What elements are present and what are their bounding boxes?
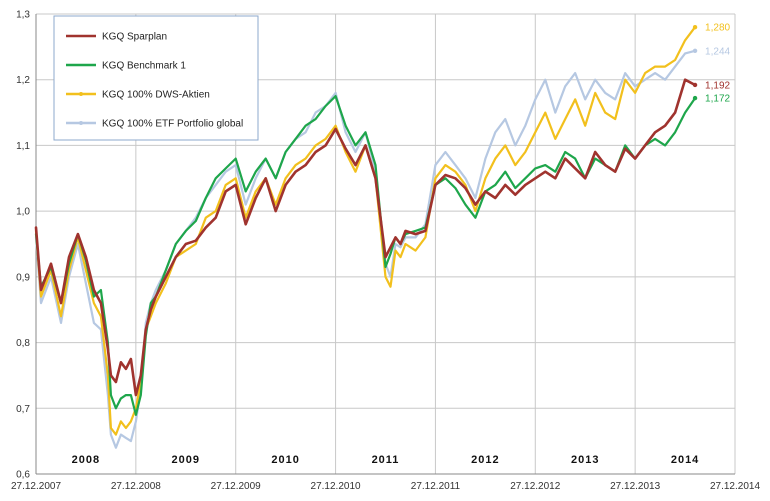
x-tick-label: 27.12.2010 [311, 481, 361, 492]
end-label-1: 1,192 [705, 80, 730, 91]
legend-label-2: KGQ Benchmark 1 [102, 61, 186, 72]
y-tick-label: 0,8 [16, 338, 30, 349]
year-labels: 2008 2009 2010 2011 2012 2013 2014 [72, 454, 699, 466]
y-tick-labels: 0,6 0,7 0,8 0,9 1,0 1,1 1,2 1,3 [16, 10, 30, 481]
x-tick-labels: 27.12.2007 27.12.2008 27.12.2009 27.12.2010… [11, 481, 760, 492]
y-tick-label: 1,3 [16, 10, 30, 21]
legend: KGQ Sparplan KGQ Benchmark 1 KGQ 100% DWS-… [53, 15, 259, 141]
x-tick-label: 27.12.2012 [510, 481, 560, 492]
x-tick-label: 27.12.2009 [211, 481, 261, 492]
y-tick-label: 0,9 [16, 272, 30, 283]
end-label-4: 1,244 [705, 46, 730, 57]
year-label: 2012 [471, 454, 499, 466]
legend-label-3: KGQ 100% DWS-Aktien [102, 90, 210, 101]
legend-label-4: KGQ 100% ETF Portfolio global [102, 119, 243, 130]
year-label: 2009 [172, 454, 200, 466]
end-label-3: 1,280 [705, 23, 730, 34]
year-label: 2011 [372, 454, 400, 466]
y-tick-label: 0,7 [16, 404, 30, 415]
x-tick-label: 27.12.2013 [610, 481, 660, 492]
series-end-point-4 [692, 48, 698, 53]
legend-label-1: KGQ Sparplan [102, 32, 167, 43]
x-tick-label: 27.12.2008 [111, 481, 161, 492]
y-tick-label: 1,1 [16, 141, 30, 152]
year-label: 2008 [72, 454, 100, 466]
legend-marker-3 [79, 92, 83, 96]
end-labels: 1,192 1,172 1,280 1,244 [705, 23, 730, 105]
series-end-point-2 [692, 95, 698, 101]
x-tick-label: 27.12.2011 [411, 481, 461, 492]
series-end-point-1 [692, 82, 698, 88]
year-label: 2010 [271, 454, 299, 466]
end-label-2: 1,172 [705, 94, 730, 105]
x-tick-label: 27.12.2007 [11, 481, 61, 492]
year-label: 2013 [571, 454, 599, 466]
year-label: 2014 [671, 454, 699, 466]
y-tick-label: 0,6 [16, 470, 30, 481]
series-lines [34, 24, 698, 449]
series-line-1 [34, 78, 697, 397]
legend-marker-4 [79, 121, 83, 125]
x-tick-label: 27.12.2014 [710, 481, 760, 492]
y-tick-label: 1,0 [16, 207, 30, 218]
y-tick-label: 1,2 [16, 75, 30, 86]
series-end-point-3 [692, 24, 698, 30]
series-line-2 [34, 94, 697, 416]
